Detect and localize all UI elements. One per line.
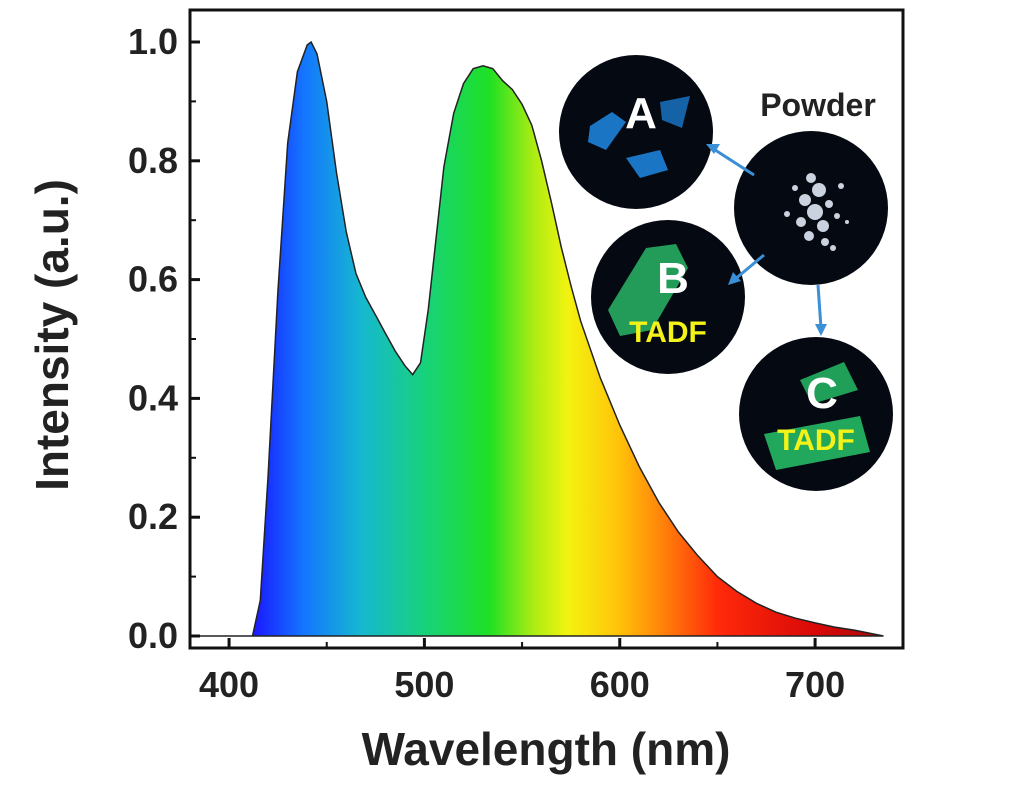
inset-powder: Powder	[734, 87, 888, 285]
powder-speck	[817, 220, 829, 232]
y-tick-label: 0.6	[128, 259, 178, 300]
powder-speck	[806, 173, 816, 183]
x-tick-label: 700	[785, 664, 845, 705]
arrow-to-b	[733, 253, 765, 282]
y-axis-title: Intensity (a.u.)	[26, 179, 78, 491]
inset-b: B TADF	[591, 220, 745, 374]
arrow-to-c	[816, 284, 823, 329]
powder-speck	[796, 217, 806, 227]
y-tick-label: 1.0	[128, 21, 178, 62]
x-tick-label: 500	[394, 664, 454, 705]
powder-speck	[821, 238, 829, 246]
spectrum-area	[190, 40, 884, 637]
powder-speck	[784, 211, 790, 217]
inset-c: C TADF	[739, 337, 893, 491]
powder-speck	[845, 220, 849, 224]
x-axis-title: Wavelength (nm)	[362, 723, 731, 775]
powder-speck	[825, 200, 833, 208]
y-tick-label: 0.4	[128, 377, 178, 418]
powder-speck	[834, 213, 840, 219]
powder-speck	[838, 183, 844, 189]
x-tick-label: 600	[590, 664, 650, 705]
powder-speck	[830, 245, 836, 251]
inset-a-letter: A	[625, 89, 657, 138]
inset-c-tadf: TADF	[777, 424, 855, 457]
inset-arrows	[706, 144, 827, 336]
inset-a: A	[559, 55, 713, 209]
powder-speck	[804, 231, 814, 241]
powder-speck	[812, 183, 826, 197]
powder-speck	[807, 204, 823, 220]
arrow-head-b	[728, 272, 741, 285]
arrow-head-a	[706, 144, 720, 154]
arrow-head-c	[815, 324, 827, 336]
inset-c-letter: C	[806, 369, 838, 418]
powder-speck	[792, 185, 798, 191]
inset-powder-label: Powder	[760, 87, 876, 123]
plot-frame	[188, 8, 905, 650]
axis-layer: 400 500 600 700 0.0 0.2 0.4 0.6 0.8 1.0	[128, 21, 845, 705]
x-tick-label: 400	[199, 664, 259, 705]
inset-b-letter: B	[657, 254, 689, 303]
inset-photos: A Powder B TADF C TADF	[559, 55, 893, 491]
y-tick-label: 0.2	[128, 496, 178, 537]
plot-layer	[190, 40, 884, 637]
y-tick-label: 0.8	[128, 140, 178, 181]
powder-speck	[799, 194, 811, 206]
inset-b-tadf: TADF	[629, 316, 707, 349]
arrow-to-a	[711, 146, 755, 177]
y-tick-label: 0.0	[128, 615, 178, 656]
